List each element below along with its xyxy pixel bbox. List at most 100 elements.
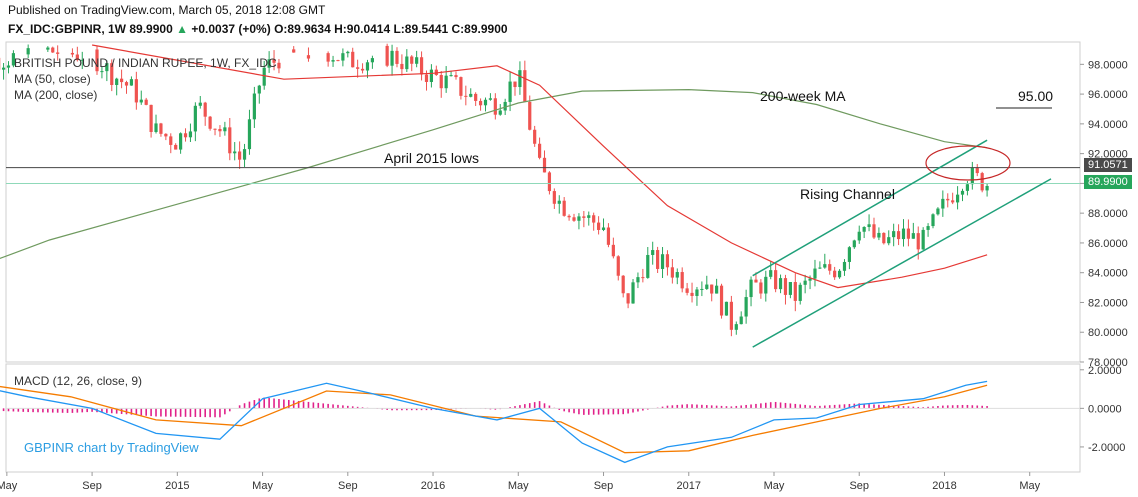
candle-body [567,215,571,218]
candle-body [469,93,473,97]
channel-annotation: Rising Channel [800,186,895,202]
candle-body [547,172,552,192]
candle-body [985,185,989,191]
candle-body [154,123,158,132]
y-tick-label: 86.0000 [1088,238,1128,250]
candle-body [660,254,665,269]
y-tick-label: 98.0000 [1088,59,1128,71]
candle-body [478,100,483,106]
candle-body [129,79,134,86]
candle-body [749,279,753,298]
candle-body [951,200,955,203]
candle-body [483,99,488,106]
candle-body [188,131,193,138]
macd-y-tick-label: 2.0000 [1088,365,1122,377]
candle-body [26,48,30,55]
candle-body [149,104,153,132]
candle-body [336,60,340,62]
candle-body [488,98,493,100]
candle-body [946,198,950,201]
candle-body [759,282,763,294]
candle-body [774,270,778,290]
legend-ma200: MA (200, close) [14,88,98,102]
ma200-line [0,88,988,260]
candle-body [656,250,660,269]
highlight-ellipse [925,145,1011,181]
candle-body [174,144,178,150]
candle-body [616,256,620,276]
candle-body [179,133,183,150]
candle-body [601,227,606,230]
ma200-annotation: 200-week MA [760,88,846,104]
candle-body [105,63,109,72]
candle-body [621,275,625,294]
y-tick-label: 94.0000 [1088,119,1128,131]
candle-body [960,190,965,195]
candle-body [238,151,242,160]
candle-body [306,55,311,59]
candle-body [429,69,434,82]
candle-body [769,270,773,277]
candle-body [385,45,389,66]
candle-body [695,289,699,296]
candle-body [955,194,960,203]
candle-body [228,127,232,154]
candle-body [218,128,222,132]
header: Published on TradingView.com, March 05, … [0,0,1138,42]
candle-body [665,254,670,268]
x-tick-label: May [764,480,785,492]
candle-body [793,282,797,301]
candle-body [980,173,984,191]
candle-body [700,288,704,290]
candles-group [0,43,989,337]
candle-body [419,57,424,75]
legend-title: BRITISH POUND / INDIAN RUPEE, 1W, FX_IDC [14,56,277,70]
candle-body [513,81,517,88]
candle-body [906,228,911,239]
x-tick-label: May [508,480,529,492]
candle-body [808,278,812,281]
macd-y-tick-label: -2.0000 [1088,442,1125,454]
y-tick-label: 88.0000 [1088,208,1128,220]
candle-body [552,191,556,204]
candle-body [542,157,547,173]
april-lows-annotation: April 2015 lows [384,150,479,166]
candle-body [400,63,404,70]
candle-body [901,228,906,240]
triangle-up-icon: ▲ [176,22,188,36]
candle-body [110,63,114,85]
candle-body [887,237,891,244]
candle-body [262,67,266,86]
candle-body [921,229,925,250]
candle-body [223,127,227,132]
candle-body [439,74,443,89]
y-tick-label: 92.0000 [1088,149,1128,161]
symbol[interactable]: FX_IDC:GBPINR, 1W [8,22,127,36]
y-tick-label: 80.0000 [1088,327,1128,339]
candle-body [51,47,55,53]
candle-body [292,49,296,53]
candle-body [837,270,842,278]
candle-body [252,93,256,120]
candle-body [370,58,374,63]
candle-body [208,116,212,129]
x-tick-label: 2015 [165,480,189,492]
candle-body [813,268,817,279]
candle-body [159,123,163,134]
candle-body [710,284,714,294]
change: +0.0037 (+0%) [191,22,271,36]
candle-body [100,71,104,73]
legend-macd: MACD (12, 26, close, 9) [14,374,143,388]
candle-body [169,136,173,145]
channel-upper-line [752,139,988,277]
symbol-line: FX_IDC:GBPINR, 1W 89.9900 ▲ +0.0037 (+0%… [8,22,508,36]
candle-body [926,226,930,230]
candle-body [577,216,581,221]
candle-body [95,49,99,72]
candle-body [734,324,738,330]
candle-body [508,81,512,102]
candle-body [395,50,399,64]
macd-signal-line [0,384,988,454]
candle-body [783,278,788,295]
